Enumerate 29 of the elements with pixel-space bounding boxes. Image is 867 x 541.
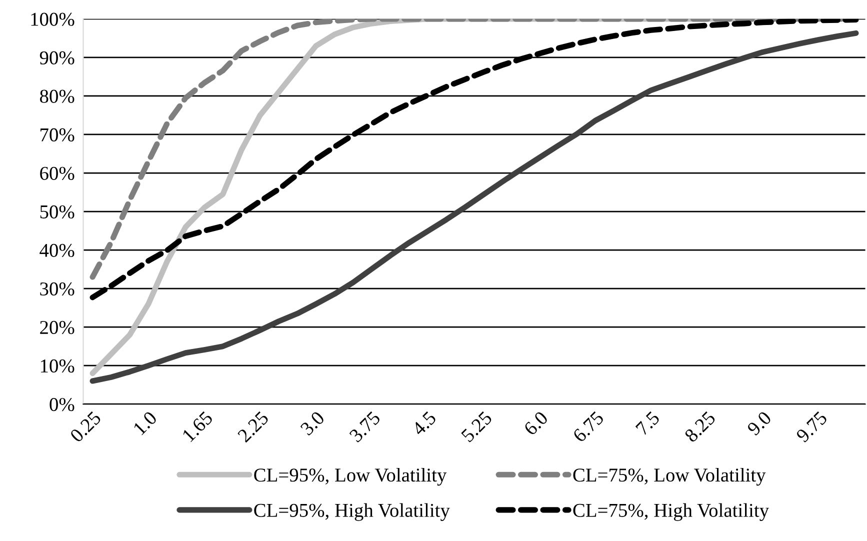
x-tick-label: 0.25 [69,410,102,443]
x-tick-label: 9.75 [796,410,828,444]
x-tick-label: 1.0 [132,410,158,436]
y-tick-label: 60% [40,166,74,180]
x-tick-label: 3.0 [300,410,326,436]
y-tick-label: 30% [40,282,74,296]
x-tick-label: 8.25 [684,410,716,443]
y-tick-label: 50% [40,205,74,219]
x-tick-label: 5.25 [460,410,493,443]
legend-label: CL=95%, High Volatility [254,503,450,521]
y-tick-label: 80% [40,90,74,103]
x-tick-label: 3.75 [348,410,382,443]
y-tick-label: 10% [40,359,74,373]
x-tick-label: 2.25 [237,410,270,443]
legend-label: CL=95%, Low Volatility [254,468,447,486]
x-tick-label: 6.75 [572,410,604,443]
x-tick-label: 1.65 [182,410,214,442]
x-tick-label: 7.5 [635,410,660,436]
legend-label: CL=75%, High Volatility [573,503,769,521]
y-tick-label: 40% [40,244,74,258]
y-tick-label: 0% [50,398,74,412]
x-tick-label: 4.5 [411,410,437,436]
x-tick-label: 6.0 [523,410,549,436]
y-tick-label: 70% [40,128,74,142]
legend-label: CL=75%, Low Volatility [573,468,766,486]
x-tick-label: 9.0 [746,410,772,436]
y-tick-label: 100% [31,12,74,26]
y-tick-label: 90% [40,51,74,64]
y-tick-label: 20% [40,320,74,334]
